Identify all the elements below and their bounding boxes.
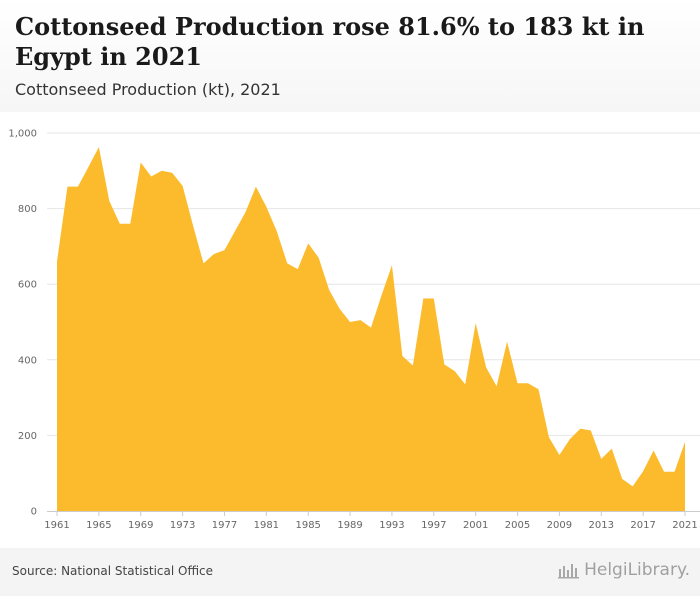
chart-footer: Source: National Statistical Office Helg…	[0, 548, 700, 596]
chart-title: Cottonseed Production rose 81.6% to 183 …	[15, 12, 645, 71]
y-tick-label: 0	[31, 507, 37, 518]
chart-area: 0 200 400 600 800 1,000 1961 1965 1969 1973 1977 1…	[0, 112, 700, 532]
library-icon	[558, 564, 580, 579]
x-tick-label: 1965	[86, 520, 111, 531]
x-axis-ticks: 1961 1965 1969 1973 1977 1981 1985 1989 1993 1997…	[44, 511, 698, 531]
x-tick-label: 2009	[547, 520, 572, 531]
x-tick-label: 2021	[672, 520, 697, 531]
x-tick-label: 1961	[44, 520, 69, 531]
x-tick-label: 1997	[421, 520, 446, 531]
y-tick-label: 200	[18, 431, 37, 442]
production-area	[57, 146, 685, 512]
y-tick-label: 1,000	[8, 129, 37, 140]
brand-logo[interactable]: HelgiLibrary.	[558, 560, 690, 580]
y-tick-label: 400	[18, 355, 37, 366]
x-tick-label: 1981	[254, 520, 279, 531]
x-tick-label: 1989	[337, 520, 362, 531]
y-axis-ticks: 0 200 400 600 800 1,000	[8, 129, 37, 518]
chart-header: Cottonseed Production rose 81.6% to 183 …	[0, 0, 700, 112]
source-note: Source: National Statistical Office	[12, 564, 214, 578]
x-tick-label: 2001	[463, 520, 488, 531]
x-tick-label: 2013	[589, 520, 614, 531]
y-tick-label: 800	[18, 204, 37, 215]
x-tick-label: 1977	[212, 520, 237, 531]
chart-subtitle: Cottonseed Production (kt), 2021	[15, 80, 281, 99]
x-tick-label: 1985	[295, 520, 320, 531]
x-tick-label: 2005	[505, 520, 530, 531]
x-tick-label: 2017	[630, 520, 655, 531]
x-tick-label: 1969	[128, 520, 153, 531]
y-tick-label: 600	[18, 280, 37, 291]
brand-name: HelgiLibrary.	[584, 560, 690, 580]
x-tick-label: 1993	[379, 520, 404, 531]
x-tick-label: 1973	[170, 520, 195, 531]
